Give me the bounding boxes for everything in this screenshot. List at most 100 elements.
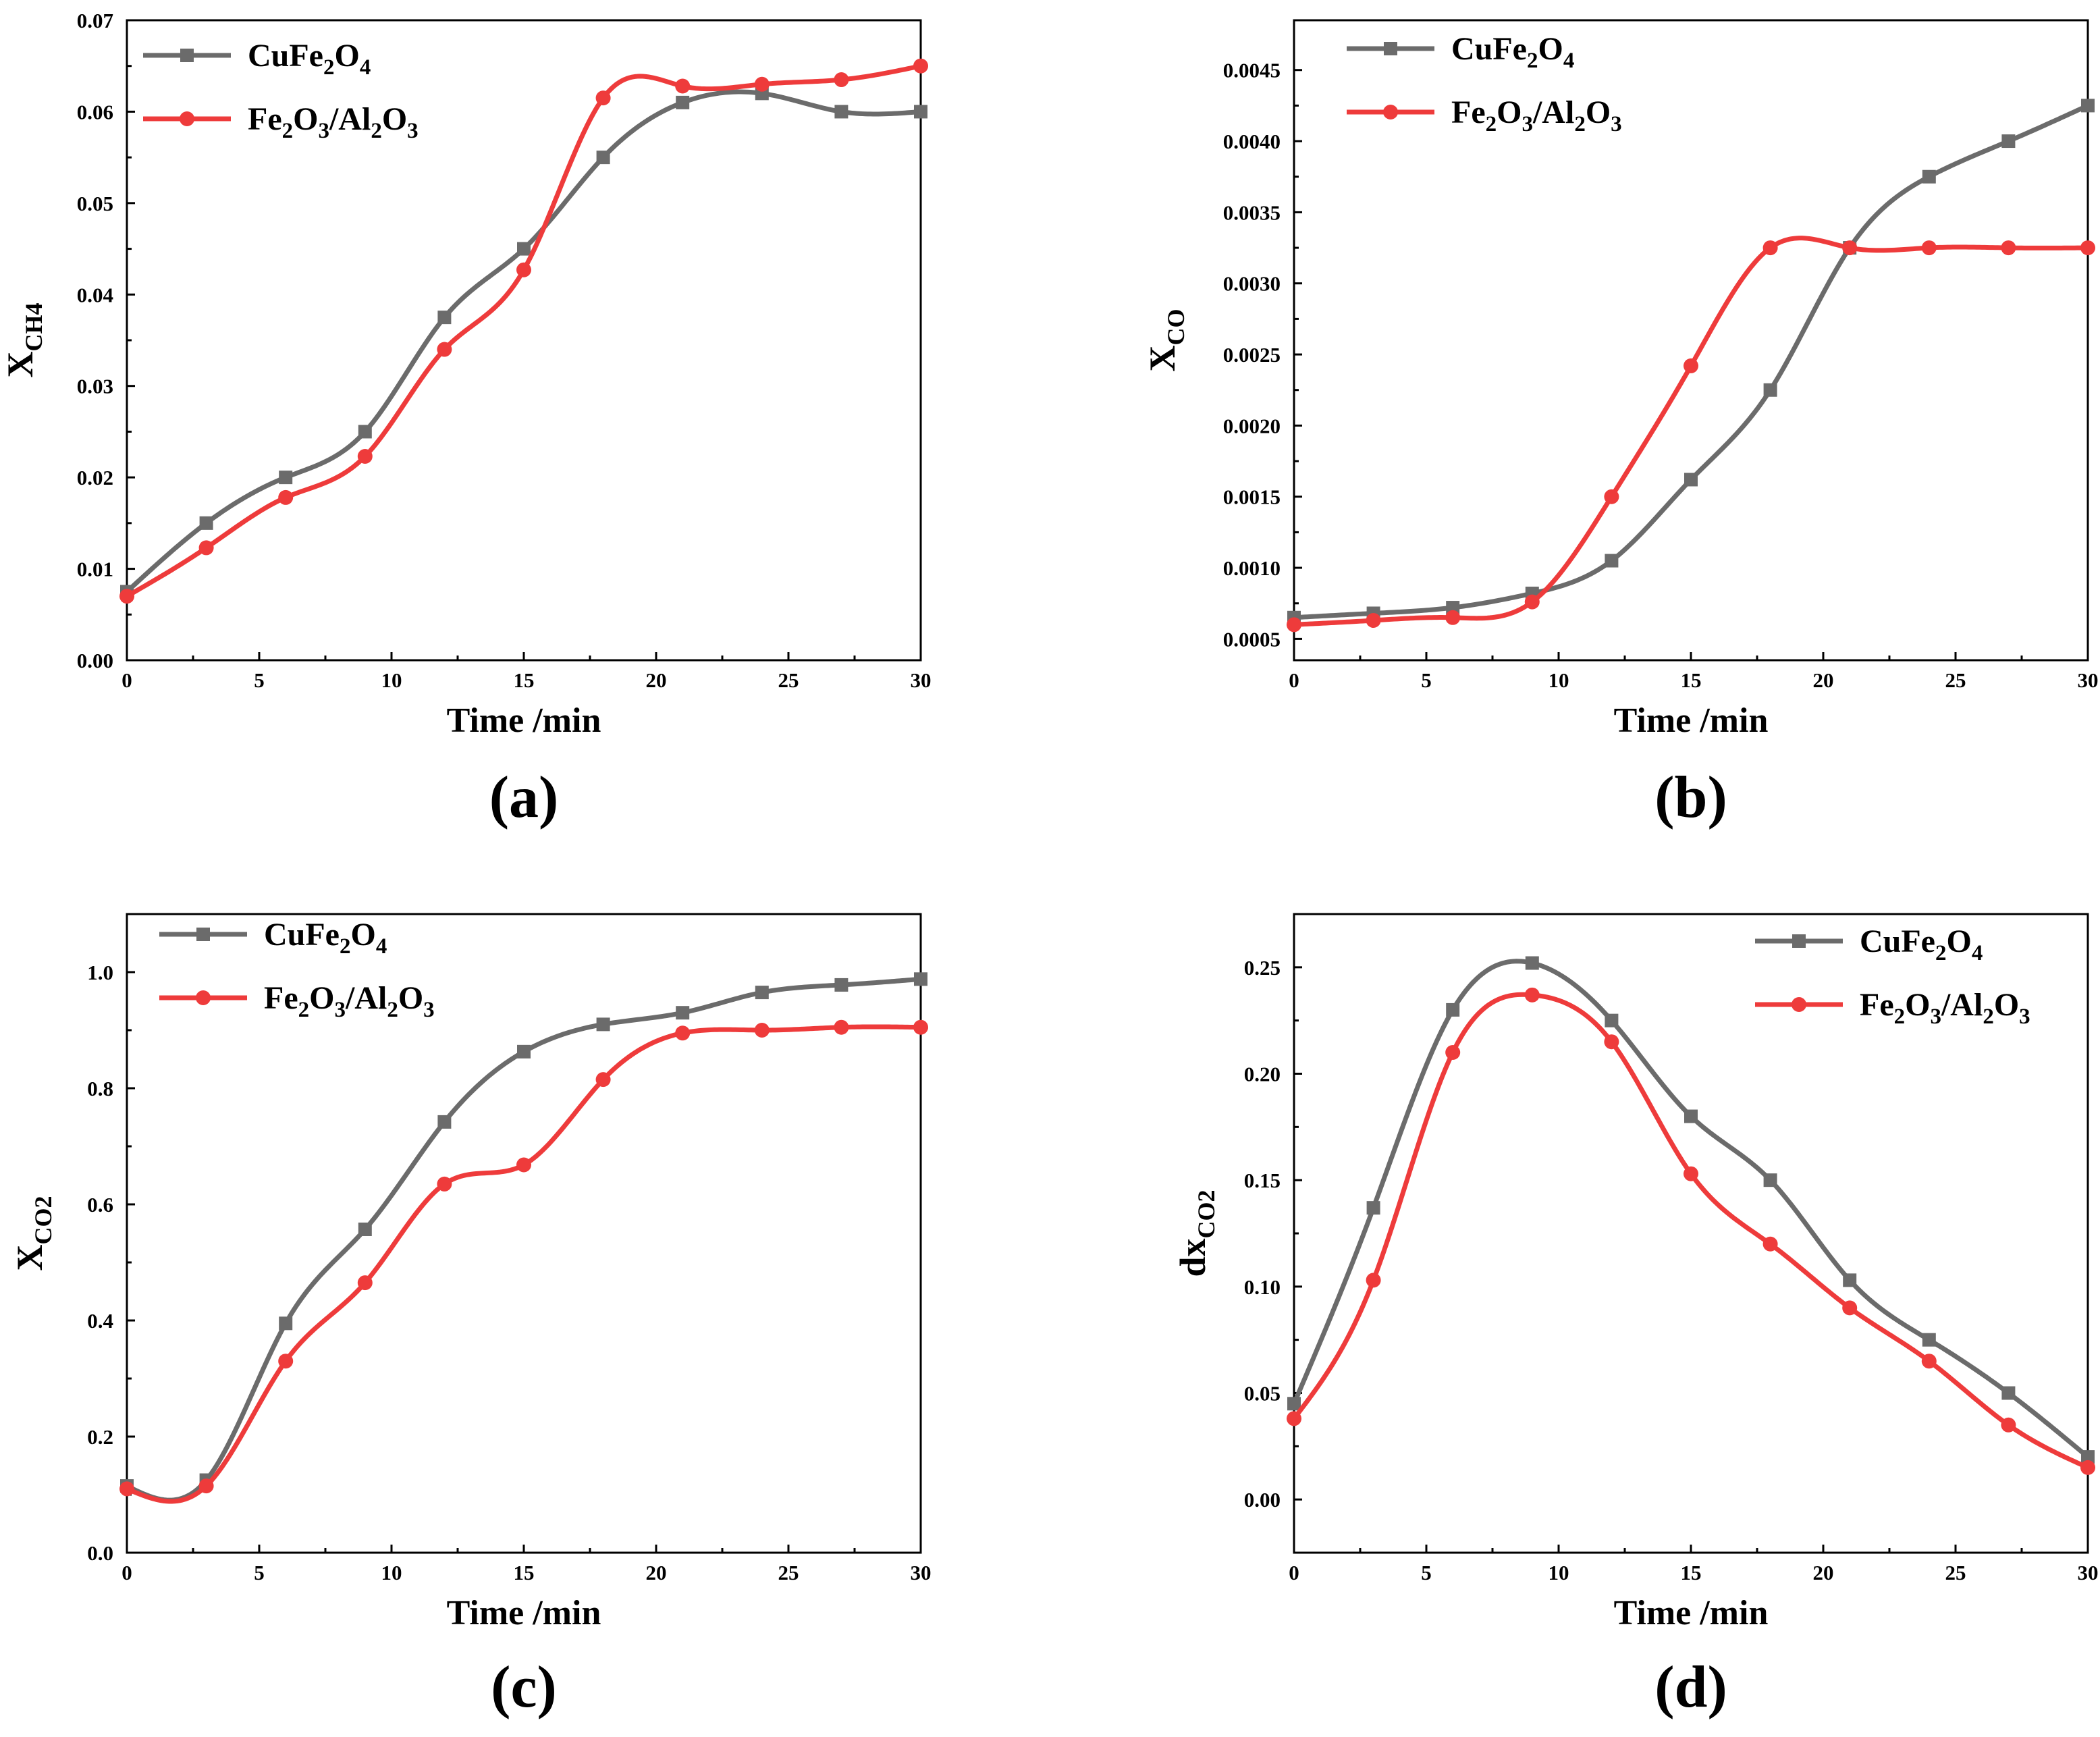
series-cufe2o4 xyxy=(120,972,927,1503)
x-tick-label: 20 xyxy=(1813,668,1834,692)
data-point xyxy=(2080,240,2095,256)
data-point xyxy=(1604,489,1619,504)
data-point xyxy=(1445,1044,1461,1060)
x-tick-label: 0 xyxy=(1289,1561,1299,1584)
svg-text:XCO: XCO xyxy=(1142,309,1189,372)
data-point xyxy=(1287,1411,1301,1426)
data-point xyxy=(676,95,690,109)
data-point xyxy=(676,1006,690,1020)
data-point xyxy=(279,1316,293,1331)
plot-frame xyxy=(126,913,922,1554)
legend-marker xyxy=(180,111,194,126)
data-point xyxy=(834,978,849,992)
data-point xyxy=(516,1157,531,1173)
y-tick-label: 0.0025 xyxy=(1223,343,1281,367)
x-axis-title: Time /min xyxy=(447,701,601,740)
legend-label: Fe2O3/Al2O3 xyxy=(264,980,435,1022)
legend-label: Fe2O3/Al2O3 xyxy=(1860,987,2030,1029)
data-point xyxy=(1604,1034,1619,1050)
data-point xyxy=(1684,1109,1698,1123)
data-point xyxy=(1762,1236,1778,1252)
legend-label: CuFe2O4 xyxy=(1860,924,1983,965)
y-tick-label: 0.0010 xyxy=(1223,556,1281,580)
data-point xyxy=(278,1354,294,1369)
y-axis-title: XCO2 xyxy=(9,1196,57,1271)
data-point xyxy=(1446,1003,1460,1017)
data-point xyxy=(1684,358,1698,373)
legend-label: Fe2O3/Al2O3 xyxy=(1451,95,1622,136)
data-point xyxy=(834,72,849,88)
series-line xyxy=(126,1024,921,1504)
data-point xyxy=(1843,1273,1857,1287)
data-point xyxy=(1922,1333,1936,1347)
data-point xyxy=(1524,987,1540,1003)
y-tick-label: 0.0045 xyxy=(1223,59,1281,82)
legend: CuFe2O4 Fe2O3/Al2O3 xyxy=(1755,924,2030,1029)
data-point xyxy=(755,986,769,1000)
x-tick-label: 25 xyxy=(1945,668,1966,692)
y-tick-label: 0.00 xyxy=(1244,1488,1281,1512)
data-point xyxy=(358,1222,372,1236)
series-cufe2o4 xyxy=(1287,956,2095,1464)
data-point xyxy=(595,1072,611,1088)
y-tick-label: 0.20 xyxy=(1244,1063,1281,1086)
series-fe2o3-al2o3 xyxy=(119,58,928,604)
panel-c: 0 5 10 15 20 25 30 0.0 0.2 0.4 0.6 0.8 1.0 Time /min X… xyxy=(9,913,932,1720)
series-line xyxy=(126,63,921,599)
legend-label: Fe2O3/Al2O3 xyxy=(248,101,419,143)
data-point xyxy=(1524,594,1540,610)
data-point xyxy=(834,1019,849,1035)
x-tick-label: 10 xyxy=(1549,1561,1569,1584)
data-point xyxy=(279,471,293,485)
data-point xyxy=(1605,554,1619,568)
panel-label: (b) xyxy=(1654,765,1727,830)
data-point xyxy=(596,1017,610,1032)
data-point xyxy=(913,58,928,74)
data-point xyxy=(1763,383,1777,397)
x-tick-label: 25 xyxy=(778,1561,799,1584)
data-point xyxy=(914,972,927,986)
x-tick-label: 0 xyxy=(1289,668,1299,692)
y-axis-title: XCH4 xyxy=(0,303,47,378)
x-axis-title: Time /min xyxy=(1614,1594,1769,1632)
y-tick-label: 0.00 xyxy=(77,649,113,672)
legend: CuFe2O4 Fe2O3/Al2O3 xyxy=(159,917,435,1022)
x-tick-label: 15 xyxy=(1681,1561,1702,1584)
y-tick-label: 0.8 xyxy=(87,1077,113,1100)
y-tick-label: 0.0030 xyxy=(1223,272,1281,296)
y-tick-label: 0.0040 xyxy=(1223,130,1281,153)
data-point xyxy=(119,1481,134,1497)
data-point xyxy=(516,262,531,277)
data-point xyxy=(1842,240,1858,256)
data-point xyxy=(1842,1300,1858,1316)
y-tick-label: 0.05 xyxy=(77,192,113,215)
data-point xyxy=(1366,1201,1380,1215)
y-tick-label: 0.0020 xyxy=(1223,414,1281,437)
data-point xyxy=(357,448,373,464)
x-tick-label: 25 xyxy=(778,668,799,692)
data-point xyxy=(596,151,610,165)
series-fe2o3-al2o3 xyxy=(1287,236,2095,633)
y-axis-title: dxCO2 xyxy=(1173,1190,1220,1277)
x-tick-label: 15 xyxy=(514,1561,535,1584)
data-point xyxy=(1287,1397,1301,1411)
x-tick-label: 30 xyxy=(911,1561,932,1584)
data-point xyxy=(198,540,214,556)
series-line xyxy=(1291,959,2090,1459)
data-point xyxy=(437,311,452,325)
data-point xyxy=(278,489,294,505)
data-point xyxy=(1922,169,1936,184)
x-tick-label: 20 xyxy=(646,668,667,692)
x-tick-label: 5 xyxy=(254,668,265,692)
data-point xyxy=(1763,1173,1777,1187)
legend-label: CuFe2O4 xyxy=(264,917,387,959)
x-tick-label: 5 xyxy=(254,1561,265,1584)
data-point xyxy=(437,1176,452,1192)
y-tick-label: 0.04 xyxy=(77,283,113,306)
panel-label: (d) xyxy=(1654,1655,1727,1720)
series-fe2o3-al2o3 xyxy=(119,1019,928,1504)
y-tick-label: 0.07 xyxy=(77,9,113,32)
plot-frame xyxy=(126,19,922,662)
x-tick-label: 5 xyxy=(1421,668,1432,692)
